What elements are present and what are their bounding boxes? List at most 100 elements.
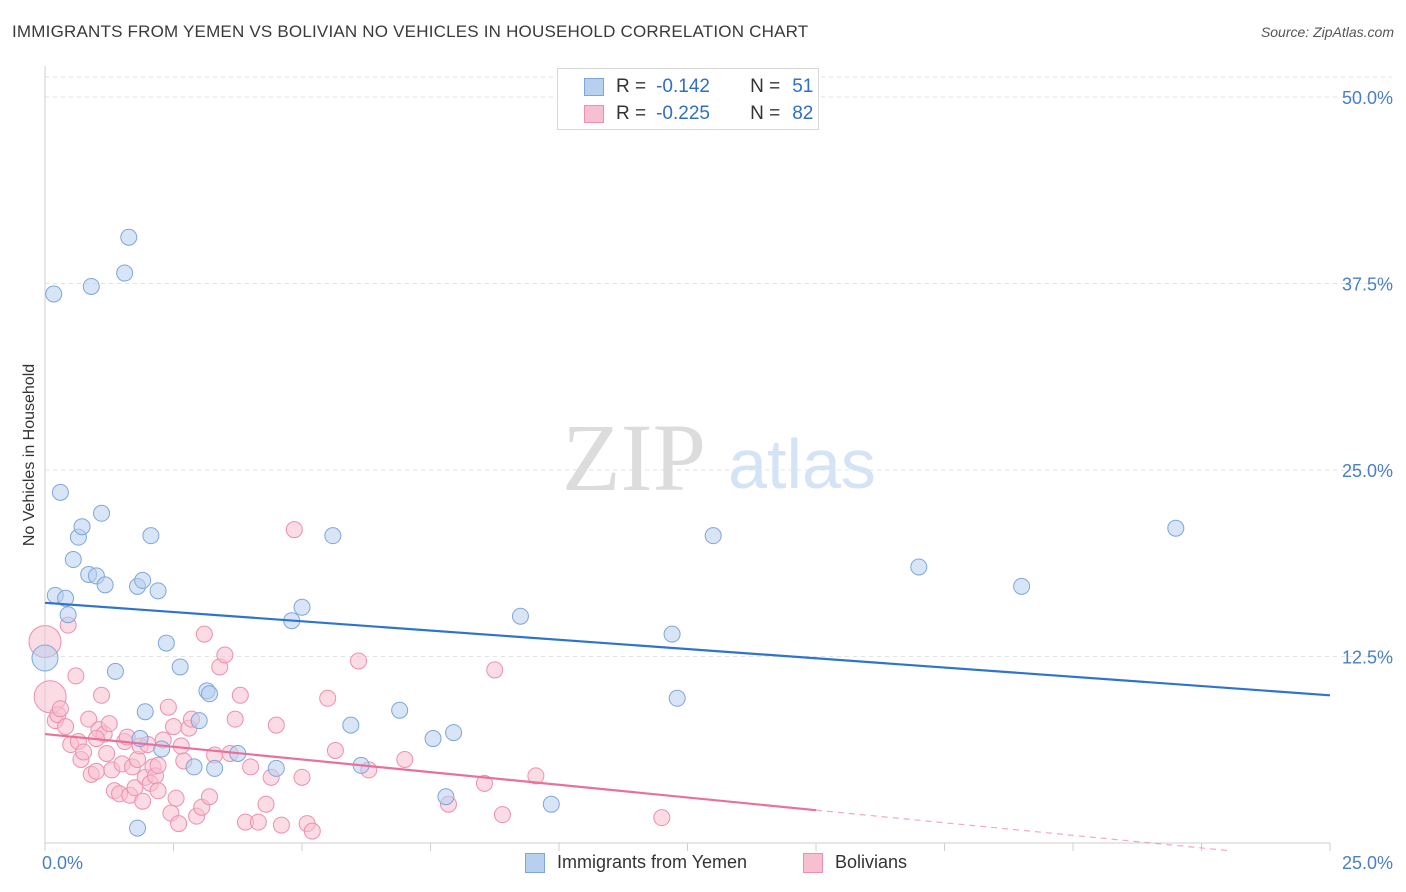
yemen-point (59, 606, 77, 624)
yemen-point (120, 228, 138, 246)
yemen-point (1167, 519, 1185, 537)
yemen-point (1013, 577, 1031, 595)
yemen-point (157, 634, 175, 652)
bolivians-trend-extension (815, 809, 1228, 852)
yemen-point (64, 551, 82, 569)
bolivians-point (159, 698, 177, 716)
bolivians-point (272, 816, 290, 834)
yemen-points (31, 228, 1185, 837)
bolivians-point (493, 806, 511, 824)
legend-n-label: N = (750, 76, 781, 97)
bolivians-point (87, 762, 105, 780)
source-label: Source: ZipAtlas.com (1260, 24, 1394, 40)
watermark-zip: ZIP (562, 404, 706, 511)
bolivians-point (149, 782, 167, 800)
yemen-point (267, 759, 285, 777)
watermark-atlas: atlas (728, 425, 876, 503)
bolivians-point (293, 768, 311, 786)
yemen-point (424, 730, 442, 748)
yemen-point (663, 625, 681, 643)
yemen-point (668, 689, 686, 707)
legend-swatch-bolivians (803, 852, 823, 873)
bolivians-point (319, 689, 337, 707)
legend-r-label: R = (616, 76, 647, 97)
correlation-legend: R = -0.142 N = 51 R = -0.225 N = 82 (557, 68, 819, 130)
bolivians-point (100, 715, 118, 733)
legend-item-yemen[interactable]: Immigrants from Yemen (525, 852, 747, 873)
yemen-point (136, 703, 154, 721)
gridlines (45, 76, 1392, 657)
bolivians-point (242, 758, 260, 776)
bolivians-point (257, 795, 275, 813)
bolivians-point (486, 661, 504, 679)
bolivians-point (527, 767, 545, 785)
yemen-point (342, 716, 360, 734)
yemen-trend-line (44, 601, 1331, 697)
yemen-point (171, 658, 189, 676)
bolivians-point (475, 774, 493, 792)
yemen-point (31, 644, 59, 672)
yemen-point (190, 712, 208, 730)
legend-n-label: N = (750, 103, 781, 124)
bolivians-point (57, 718, 75, 736)
bolivians-point (200, 788, 218, 806)
yemen-point (96, 576, 114, 594)
yemen-point (93, 504, 111, 522)
yemen-point (57, 589, 75, 607)
yemen-point (324, 527, 342, 545)
legend-n-value: 51 (792, 76, 814, 97)
bolivians-point (67, 667, 85, 685)
yemen-point (206, 759, 224, 777)
legend-row-yemen: R = -0.142 N = 51 (558, 74, 813, 100)
yemen-point (511, 607, 529, 625)
y-tick-label: 12.5% (1342, 648, 1393, 668)
bolivians-point (126, 779, 144, 797)
legend-n-value: 82 (792, 103, 814, 124)
yemen-point (542, 795, 560, 813)
bolivians-point (249, 813, 267, 831)
x-tick-label: 25.0% (1342, 853, 1393, 873)
watermark: ZIP atlas (562, 404, 876, 511)
legend-label-bolivians: Bolivians (835, 852, 908, 872)
yemen-point (200, 685, 218, 703)
yemen-point (153, 740, 171, 758)
y-tick-label: 50.0% (1342, 88, 1393, 108)
yemen-point (149, 582, 167, 600)
y-tick-label: 25.0% (1342, 461, 1393, 481)
yemen-point (391, 701, 409, 719)
bolivians-point (165, 718, 182, 736)
yemen-point (51, 483, 69, 501)
yemen-point (129, 819, 147, 837)
bolivians-point (285, 521, 303, 539)
bolivians-point (195, 625, 213, 643)
yemen-point (134, 571, 152, 589)
yemen-point (106, 662, 124, 680)
legend-r-value: -0.225 (656, 103, 710, 124)
yemen-point (293, 598, 311, 616)
bolivians-point (167, 789, 185, 807)
chart-title: IMMIGRANTS FROM YEMEN VS BOLIVIAN NO VEH… (12, 22, 809, 41)
bolivians-point (231, 686, 249, 704)
yemen-point (45, 285, 63, 303)
axes (44, 66, 1331, 851)
legend-label-yemen: Immigrants from Yemen (557, 852, 748, 872)
bolivians-point (653, 809, 671, 827)
yemen-point (142, 527, 160, 545)
yemen-point (82, 277, 100, 295)
yemen-point (73, 518, 91, 536)
legend-swatch-yemen (525, 852, 545, 873)
trend-lines (44, 601, 1331, 852)
bolivians-point (216, 646, 234, 664)
yemen-point (910, 558, 928, 576)
legend-item-bolivians[interactable]: Bolivians (803, 852, 907, 873)
bolivians-point (326, 741, 344, 759)
legend-swatch-bolivians (584, 105, 604, 123)
bolivians-point (170, 815, 188, 833)
bolivians-point (350, 652, 368, 670)
bolivians-point (396, 750, 414, 768)
series-legend: Immigrants from Yemen Bolivians (0, 852, 1406, 878)
bolivians-point (51, 700, 69, 718)
bolivians-trend-line (44, 732, 817, 812)
bolivians-point (75, 743, 93, 761)
